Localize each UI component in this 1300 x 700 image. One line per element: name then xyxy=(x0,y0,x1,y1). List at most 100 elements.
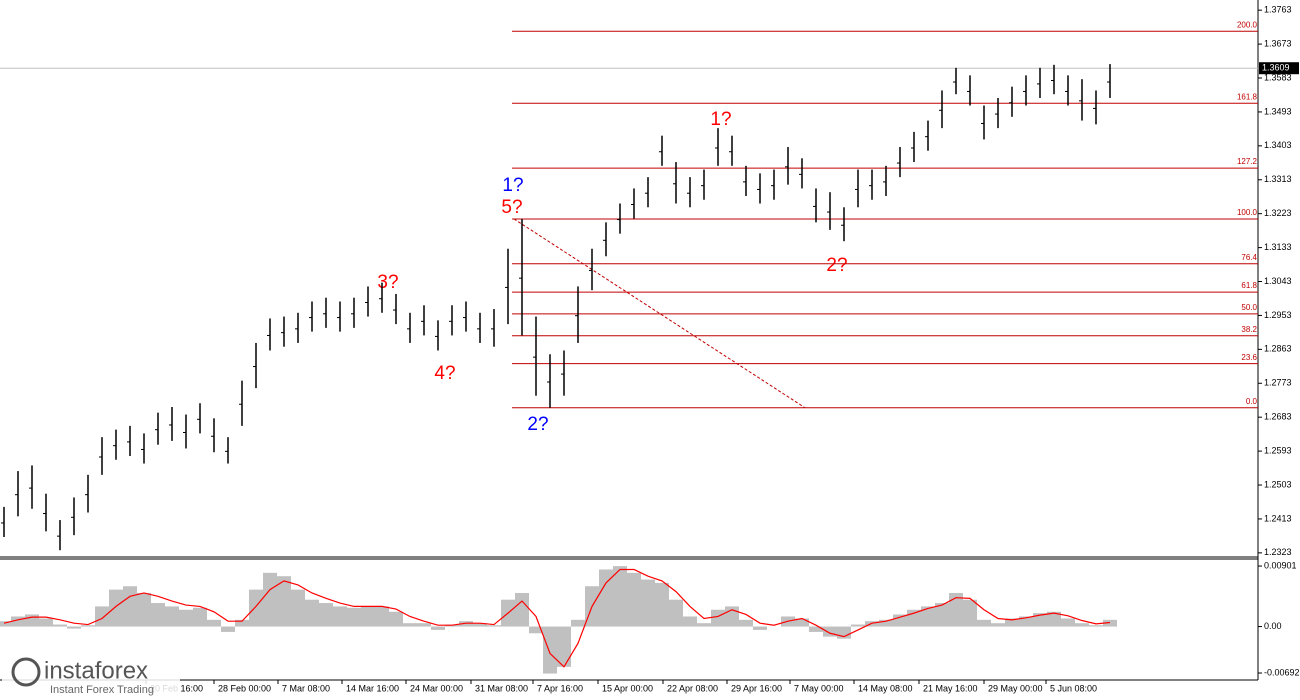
current-price-label: 1.3609 xyxy=(1262,63,1290,73)
macd-bar xyxy=(683,616,697,627)
macd-bar xyxy=(53,624,67,627)
y-tick-label: 1.3763 xyxy=(1264,5,1292,15)
wave-label: 1? xyxy=(502,175,523,196)
logo-tagline: Instant Forex Trading xyxy=(50,684,154,696)
x-tick-label: 29 May 00:00 xyxy=(988,683,1043,693)
fib-label: 76.4 xyxy=(1241,253,1257,262)
x-tick-label: 21 May 16:00 xyxy=(923,683,978,693)
y-tick-label: 1.2683 xyxy=(1264,412,1292,422)
macd-bar xyxy=(935,603,949,627)
macd-bar xyxy=(711,609,725,627)
macd-bar xyxy=(1019,616,1033,627)
macd-bar xyxy=(697,623,711,627)
macd-bar xyxy=(347,607,361,627)
logo-brand: instaforex xyxy=(44,657,148,684)
macd-bar xyxy=(375,606,389,627)
macd-bar xyxy=(361,606,375,627)
macd-bar xyxy=(319,603,333,627)
logo-backdrop xyxy=(2,655,180,698)
x-tick-label: 24 Mar 00:00 xyxy=(410,683,463,693)
y-tick-label: 1.2863 xyxy=(1264,344,1292,354)
y-tick-label: 1.3223 xyxy=(1264,208,1292,218)
macd-bar xyxy=(1061,618,1075,627)
macd-bar xyxy=(403,623,417,627)
logo: instaforex Instant Forex Trading xyxy=(2,655,180,698)
y-tick-label: 1.3133 xyxy=(1264,242,1292,252)
x-tick-label: 31 Mar 08:00 xyxy=(475,683,528,693)
macd-bar xyxy=(431,626,445,630)
macd-bar xyxy=(1075,623,1089,627)
y-tick-label: 1.3043 xyxy=(1264,276,1292,286)
y-tick-label: 1.2323 xyxy=(1264,547,1292,557)
macd-bar xyxy=(851,624,865,627)
macd-bar xyxy=(179,609,193,627)
macd-bar xyxy=(991,623,1005,627)
macd-bar xyxy=(1103,619,1117,627)
macd-bar xyxy=(641,579,655,627)
macd-bar xyxy=(529,626,543,634)
macd-bar xyxy=(795,618,809,627)
wave-label: 2? xyxy=(527,414,548,435)
macd-bar xyxy=(1033,613,1047,627)
macd-bar xyxy=(417,623,431,627)
macd-bar xyxy=(655,582,669,627)
macd-bar xyxy=(823,626,837,637)
macd-bar xyxy=(557,626,571,667)
macd-bar xyxy=(109,589,123,627)
macd-bar xyxy=(151,603,165,627)
x-tick-label: 14 May 08:00 xyxy=(858,683,913,693)
wave-label: 2? xyxy=(826,255,847,276)
y-tick-label: 0.00 xyxy=(1264,621,1282,631)
macd-bar xyxy=(739,619,753,627)
macd-bar xyxy=(459,621,473,627)
fib-label: 0.0 xyxy=(1246,397,1258,406)
macd-bar xyxy=(893,614,907,627)
fib-label: 100.0 xyxy=(1237,208,1258,217)
y-tick-label: 1.2413 xyxy=(1264,513,1292,523)
x-tick-label: 28 Feb 00:00 xyxy=(218,683,271,693)
macd-bar xyxy=(137,592,151,627)
x-tick-label: 5 Jun 08:00 xyxy=(1050,683,1097,693)
fib-label: 61.8 xyxy=(1241,281,1257,290)
macd-bar xyxy=(921,606,935,627)
macd-bar xyxy=(515,592,529,627)
macd-bar xyxy=(25,614,39,627)
macd-bar xyxy=(627,572,641,627)
fib-label: 127.2 xyxy=(1237,157,1258,166)
macd-bar xyxy=(235,619,249,627)
x-tick-label: 7 Mar 08:00 xyxy=(282,683,330,693)
wave-label: 4? xyxy=(434,363,455,384)
macd-bar xyxy=(0,621,11,627)
signal-line xyxy=(3,568,1111,668)
macd-bar xyxy=(165,606,179,627)
fib-label: 50.0 xyxy=(1241,303,1257,312)
macd-bar xyxy=(571,619,585,627)
macd-bar xyxy=(669,599,683,627)
x-tick-label: 22 Apr 08:00 xyxy=(667,683,718,693)
y-tick-label: 1.2503 xyxy=(1264,479,1292,489)
macd-bar xyxy=(1089,625,1103,627)
macd-bar xyxy=(949,592,963,627)
y-tick-label: 0.00901 xyxy=(1264,560,1297,570)
fib-label: 161.8 xyxy=(1237,92,1258,101)
y-tick-label: 1.2953 xyxy=(1264,310,1292,320)
wave-label: 3? xyxy=(377,272,398,293)
macd-bar xyxy=(543,626,557,674)
macd-bar xyxy=(977,619,991,627)
y-tick-label: 1.2593 xyxy=(1264,445,1292,455)
macd-bar xyxy=(1005,618,1019,627)
y-tick-label: 1.3313 xyxy=(1264,174,1292,184)
x-tick-label: 14 Mar 16:00 xyxy=(346,683,399,693)
macd-bar xyxy=(263,572,277,627)
y-tick-label: 1.3493 xyxy=(1264,106,1292,116)
y-tick-label: 1.3403 xyxy=(1264,140,1292,150)
macd-bar xyxy=(879,619,893,627)
macd-bar xyxy=(249,589,263,627)
wave-label: 1? xyxy=(710,109,731,130)
macd-bar xyxy=(81,625,95,627)
macd-bar xyxy=(39,618,53,627)
macd-bar xyxy=(291,589,305,627)
macd-bar xyxy=(207,619,221,627)
macd-bar xyxy=(473,623,487,627)
